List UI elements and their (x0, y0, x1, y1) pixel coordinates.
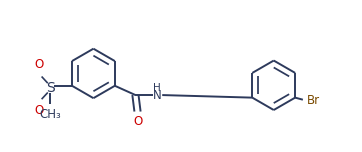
Text: CH₃: CH₃ (39, 109, 61, 121)
Text: S: S (46, 81, 55, 95)
Text: Br: Br (307, 94, 320, 107)
Text: O: O (34, 104, 44, 117)
Text: H: H (153, 83, 161, 93)
Text: O: O (133, 115, 142, 128)
Text: N: N (153, 89, 161, 102)
Text: O: O (34, 58, 44, 71)
